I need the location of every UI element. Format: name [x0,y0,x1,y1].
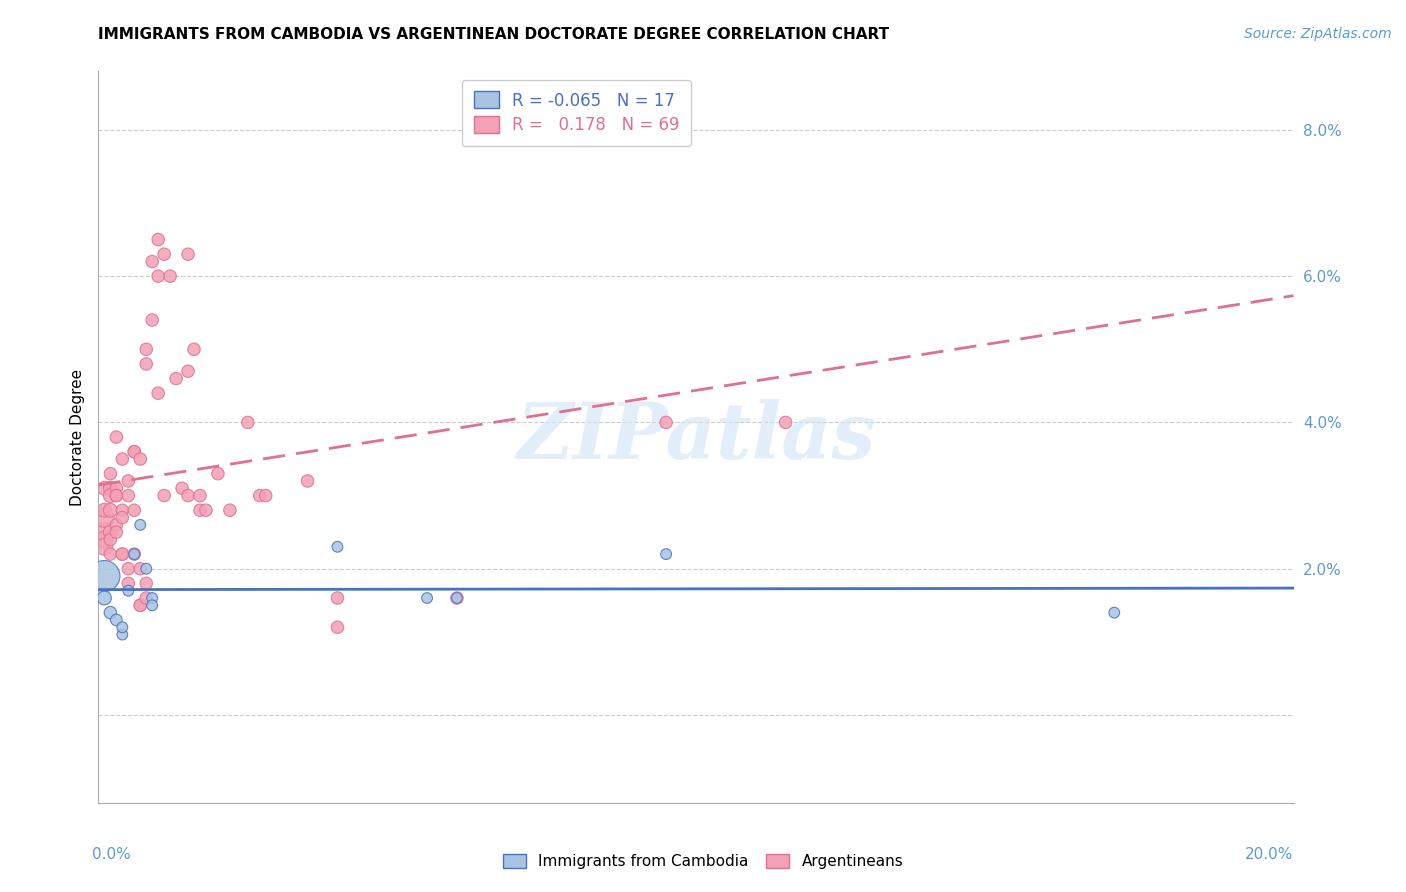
Point [93,569,115,583]
Point [188,503,211,517]
Point [135,576,157,591]
Point [326,540,349,554]
Legend: Immigrants from Cambodia, Argentineans: Immigrants from Cambodia, Argentineans [496,848,910,875]
Point [117,474,139,488]
Point [98,481,122,495]
Point [129,517,152,532]
Text: Source: ZipAtlas.com: Source: ZipAtlas.com [1244,27,1392,41]
Point [135,562,157,576]
Point [93,591,115,605]
Point [177,247,200,261]
Point [1104,606,1126,620]
Point [141,254,163,268]
Y-axis label: Doctorate Degree: Doctorate Degree [69,368,84,506]
Point [194,503,218,517]
Point [105,481,128,495]
Point [93,510,115,524]
Point [98,533,122,547]
Point [655,547,678,561]
Point [111,452,134,467]
Point [655,416,678,430]
Point [207,467,229,481]
Point [446,591,468,605]
Point [153,489,176,503]
Point [249,489,271,503]
Text: ZIPatlas: ZIPatlas [516,399,876,475]
Point [148,269,170,284]
Point [98,489,122,503]
Point [775,416,797,430]
Point [117,489,139,503]
Point [105,613,128,627]
Point [326,620,349,634]
Point [254,489,277,503]
Point [93,540,115,554]
Point [124,444,146,458]
Point [105,525,128,540]
Point [111,547,134,561]
Point [297,474,319,488]
Point [506,108,529,122]
Point [124,503,146,517]
Legend: R = -0.065   N = 17, R =   0.178   N = 69: R = -0.065 N = 17, R = 0.178 N = 69 [463,79,690,146]
Point [446,591,468,605]
Point [141,591,163,605]
Point [111,620,134,634]
Point [111,503,134,517]
Point [416,591,439,605]
Point [148,233,170,247]
Point [172,481,194,495]
Point [93,481,115,495]
Point [117,562,139,576]
Point [141,599,163,613]
Point [111,547,134,561]
Point [129,562,152,576]
Point [135,357,157,371]
Point [117,583,139,598]
Point [124,547,146,561]
Point [141,313,163,327]
Point [105,489,128,503]
Point [129,599,152,613]
Point [111,510,134,524]
Point [135,343,157,357]
Point [105,489,128,503]
Point [98,503,122,517]
Point [129,452,152,467]
Point [159,269,181,284]
Point [124,444,146,458]
Point [177,364,200,378]
Point [148,386,170,401]
Point [153,247,176,261]
Point [93,525,115,540]
Text: 20.0%: 20.0% [1246,847,1294,862]
Point [135,591,157,605]
Point [117,576,139,591]
Point [93,503,115,517]
Point [129,599,152,613]
Point [183,343,205,357]
Point [98,467,122,481]
Point [98,525,122,540]
Point [165,371,187,385]
Point [93,533,115,547]
Point [177,489,200,503]
Point [98,547,122,561]
Point [98,606,122,620]
Point [188,489,211,503]
Point [326,591,349,605]
Point [124,547,146,561]
Point [236,416,259,430]
Point [105,517,128,532]
Point [219,503,242,517]
Text: IMMIGRANTS FROM CAMBODIA VS ARGENTINEAN DOCTORATE DEGREE CORRELATION CHART: IMMIGRANTS FROM CAMBODIA VS ARGENTINEAN … [98,27,890,42]
Text: 0.0%: 0.0% [93,847,131,862]
Point [111,627,134,641]
Point [105,430,128,444]
